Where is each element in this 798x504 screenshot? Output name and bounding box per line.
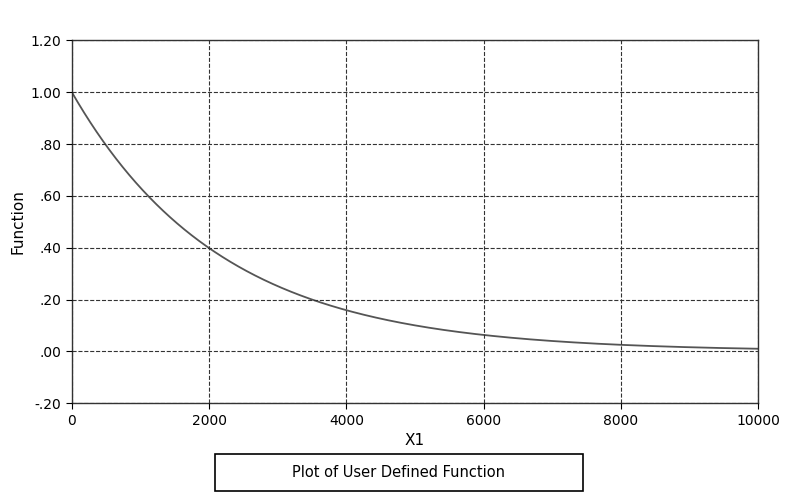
Y-axis label: Function: Function: [10, 190, 25, 254]
X-axis label: X1: X1: [405, 433, 425, 448]
Text: Plot of User Defined Function: Plot of User Defined Function: [293, 465, 505, 480]
FancyBboxPatch shape: [215, 454, 583, 491]
